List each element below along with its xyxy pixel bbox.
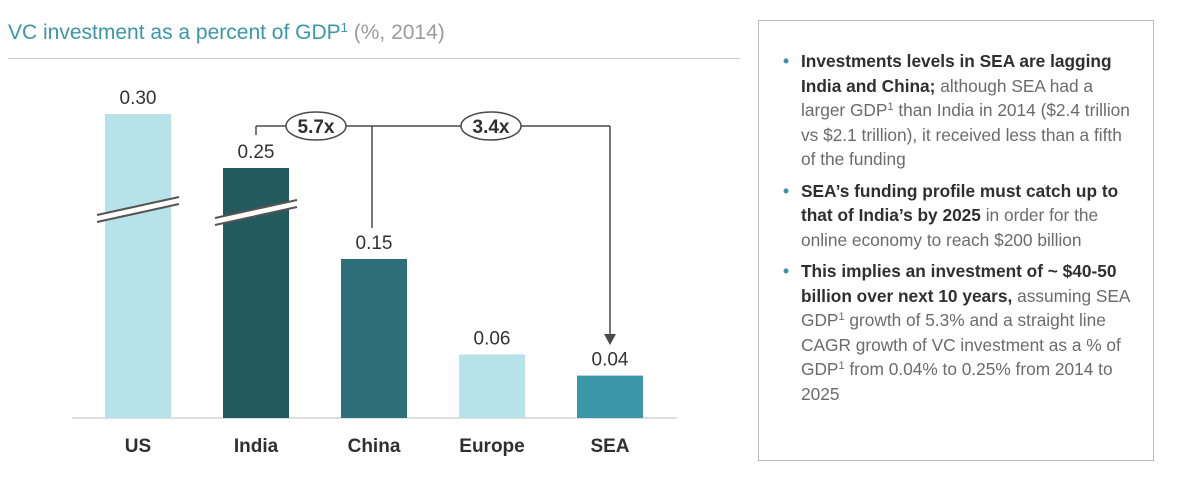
footnote-mark: 1 — [838, 311, 845, 323]
value-label-sea: 0.04 — [592, 350, 629, 371]
value-label-us: 0.30 — [120, 88, 157, 109]
axis-break-line-us — [96, 196, 180, 216]
note-text: in order for the online economy to reach… — [801, 205, 1099, 250]
notes-panel: • Investments levels in SEA are lagging I… — [758, 20, 1154, 461]
chart-title-unit: (%, 2014) — [353, 21, 445, 44]
multiple-badge-india-china-oval — [285, 111, 347, 141]
note-text: from 0.04% to 0.25% from 2014 to 2025 — [801, 359, 1113, 404]
axis-break-gap-us — [97, 197, 179, 222]
title-divider — [8, 58, 740, 59]
multiple-badge-india-sea-oval — [460, 111, 522, 141]
bullet-icon: • — [783, 51, 790, 71]
category-label-europe: Europe — [459, 436, 524, 457]
notes-list: • Investments levels in SEA are lagging I… — [759, 21, 1153, 406]
bar-chart: 0.30 US 0.25 India 0.15 China 0.06 Europe 0.04 SE… — [72, 88, 677, 457]
bar-sea — [577, 375, 643, 418]
chart-title-main: VC investment as a percent of GDP — [8, 21, 341, 44]
note-emphasis: SEA’s funding profile must catch up to t… — [801, 180, 1119, 226]
multiple-badge-india-sea-label: 3.4x — [473, 117, 510, 138]
bar-us — [105, 114, 171, 418]
arrowhead-sea — [604, 334, 616, 345]
bar-europe — [459, 354, 525, 418]
axis-break-gap-india — [215, 200, 297, 225]
note-text: than India in 2014 ($2.4 trillion vs $2.… — [801, 100, 1130, 169]
note-item: • SEA’s funding profile must catch up to … — [783, 179, 1137, 253]
category-label-us: US — [125, 436, 151, 457]
category-label-sea: SEA — [590, 436, 629, 457]
axis-break-line-us — [96, 203, 180, 223]
note-item: • Investments levels in SEA are lagging I… — [783, 49, 1137, 172]
multiple-badge-india-china-label: 5.7x — [298, 117, 335, 138]
bar-china — [341, 259, 407, 418]
category-label-china: China — [348, 436, 401, 457]
note-text: although SEA had a larger GDP — [801, 75, 1094, 121]
bullet-icon: • — [783, 261, 790, 281]
axis-break-line-india — [214, 206, 298, 226]
chart-title: VC investment as a percent of GDP1 (%, 2… — [8, 20, 445, 45]
note-text: growth of 5.3% and a straight line CAGR … — [801, 310, 1121, 379]
footnote-mark: 1 — [887, 101, 894, 113]
bullet-icon: • — [783, 180, 790, 201]
value-label-china: 0.15 — [356, 233, 393, 254]
note-item: • This implies an investment of ~ $40-50 … — [783, 259, 1137, 406]
value-label-europe: 0.06 — [474, 328, 511, 349]
footnote-mark: 1 — [838, 360, 845, 372]
chart-title-footnote: 1 — [340, 20, 348, 35]
note-emphasis: This implies an investment of ~ $40-50 b… — [801, 261, 1117, 306]
note-emphasis: Investments levels in SEA are lagging In… — [801, 51, 1112, 96]
category-label-india: India — [234, 436, 279, 457]
value-label-india: 0.25 — [238, 142, 275, 163]
axis-break-line-india — [214, 199, 298, 219]
note-text: assuming SEA GDP — [801, 285, 1130, 331]
